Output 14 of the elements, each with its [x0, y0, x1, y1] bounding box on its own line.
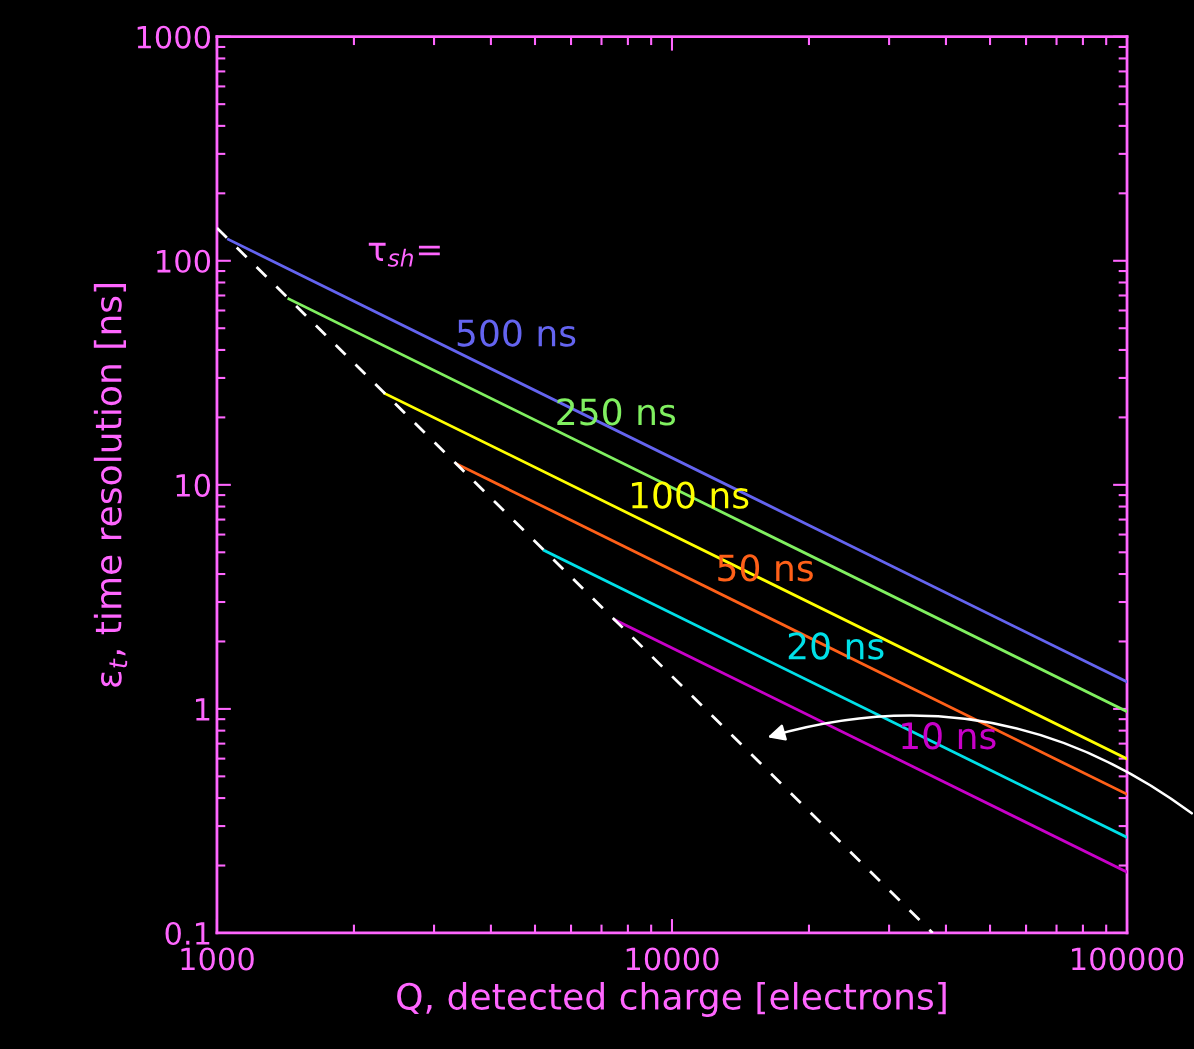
y-tick-label: 0.1 — [165, 921, 210, 946]
y-tick-label: 1 — [196, 698, 210, 721]
y-axis-title: ε$_{t}$, time resolution [ns] — [93, 283, 128, 687]
y-tick-label: 1000 — [137, 25, 211, 49]
series-label: 500 ns — [457, 319, 576, 347]
series-label: 20 ns — [788, 632, 884, 660]
x-axis-title: Q, detected charge [electrons] — [397, 982, 946, 1017]
x-tick-label: 1000 — [181, 947, 254, 971]
y-tick-label: 10 — [176, 473, 211, 497]
x-tick-label: 10000 — [626, 947, 719, 971]
x-tick-label: 100000 — [1072, 947, 1184, 971]
series-label: 100 ns — [631, 481, 749, 509]
annotation: τ$_{sh}$= — [368, 242, 440, 267]
y-tick-label: 100 — [157, 249, 211, 273]
